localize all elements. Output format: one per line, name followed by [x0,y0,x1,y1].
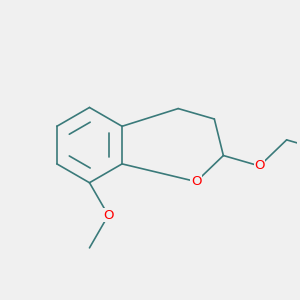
Text: O: O [191,175,202,188]
Text: O: O [103,209,113,222]
Text: O: O [254,160,265,172]
